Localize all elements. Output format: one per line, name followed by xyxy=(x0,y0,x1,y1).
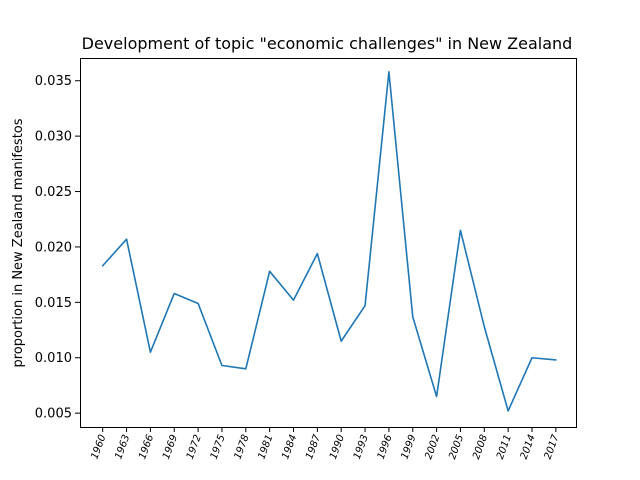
y-tick-label: 0.015 xyxy=(35,296,72,311)
data-point-1981 xyxy=(268,269,272,273)
data-point-2011 xyxy=(506,409,510,413)
data-point-1963 xyxy=(125,237,129,241)
x-tick-label: 1996 xyxy=(376,433,395,461)
data-point-1993 xyxy=(363,304,367,308)
y-tick-label: 0.035 xyxy=(35,74,72,89)
data-point-1960 xyxy=(101,264,105,268)
x-tick-label: 1978 xyxy=(233,433,252,461)
x-tick-label: 2002 xyxy=(423,433,442,461)
y-tick-label: 0.030 xyxy=(35,130,72,145)
y-tick-label: 0.025 xyxy=(35,185,72,200)
x-tick-label: 1972 xyxy=(185,433,204,461)
chart-title: Development of topic "economic challenge… xyxy=(82,34,573,53)
plot-frame xyxy=(80,58,577,428)
x-tick-label: 1987 xyxy=(304,433,323,461)
data-point-1996 xyxy=(387,70,391,74)
data-point-2017 xyxy=(554,358,558,362)
data-point-1969 xyxy=(172,291,176,295)
x-tick-label: 2011 xyxy=(495,433,514,461)
x-tick-label: 1966 xyxy=(137,433,156,461)
data-point-1984 xyxy=(292,298,296,302)
data-point-2002 xyxy=(435,395,439,399)
y-tick-label: 0.020 xyxy=(35,240,72,255)
y-tick-label: 0.010 xyxy=(35,351,72,366)
x-axis-ticks: 1960 1963 1966 1969 1972 1975 1978 1981 1984 1987… xyxy=(89,427,562,461)
data-point-1972 xyxy=(196,301,200,305)
x-tick-label: 2005 xyxy=(447,433,466,461)
x-tick-label: 1969 xyxy=(161,433,180,461)
x-tick-label: 1963 xyxy=(113,433,132,461)
data-point-1990 xyxy=(339,339,343,343)
data-point-1999 xyxy=(411,315,415,319)
y-axis-label: proportion in New Zealand manifestos xyxy=(11,118,26,367)
data-point-1987 xyxy=(315,252,319,256)
data-point-2005 xyxy=(458,228,462,232)
x-tick-label: 1960 xyxy=(89,433,108,461)
x-tick-label: 1981 xyxy=(256,433,275,461)
x-tick-label: 1999 xyxy=(400,433,419,461)
x-tick-label: 2017 xyxy=(543,433,562,461)
y-axis-ticks: 0.005 0.010 0.015 0.020 0.025 0.030 0.035 xyxy=(35,74,80,422)
data-point-1978 xyxy=(244,367,248,371)
x-tick-label: 1993 xyxy=(352,433,371,461)
x-tick-label: 1975 xyxy=(209,433,228,461)
data-point-1966 xyxy=(148,350,152,354)
series-group xyxy=(101,70,558,413)
data-point-2008 xyxy=(482,325,486,329)
x-tick-label: 1990 xyxy=(328,433,347,461)
x-tick-label: 1984 xyxy=(280,433,299,461)
y-tick-label: 0.005 xyxy=(35,407,72,422)
data-point-2014 xyxy=(530,356,534,360)
data-point-1975 xyxy=(220,364,224,368)
series-line xyxy=(101,71,557,412)
x-tick-label: 2008 xyxy=(471,433,490,461)
x-tick-label: 2014 xyxy=(519,433,538,461)
